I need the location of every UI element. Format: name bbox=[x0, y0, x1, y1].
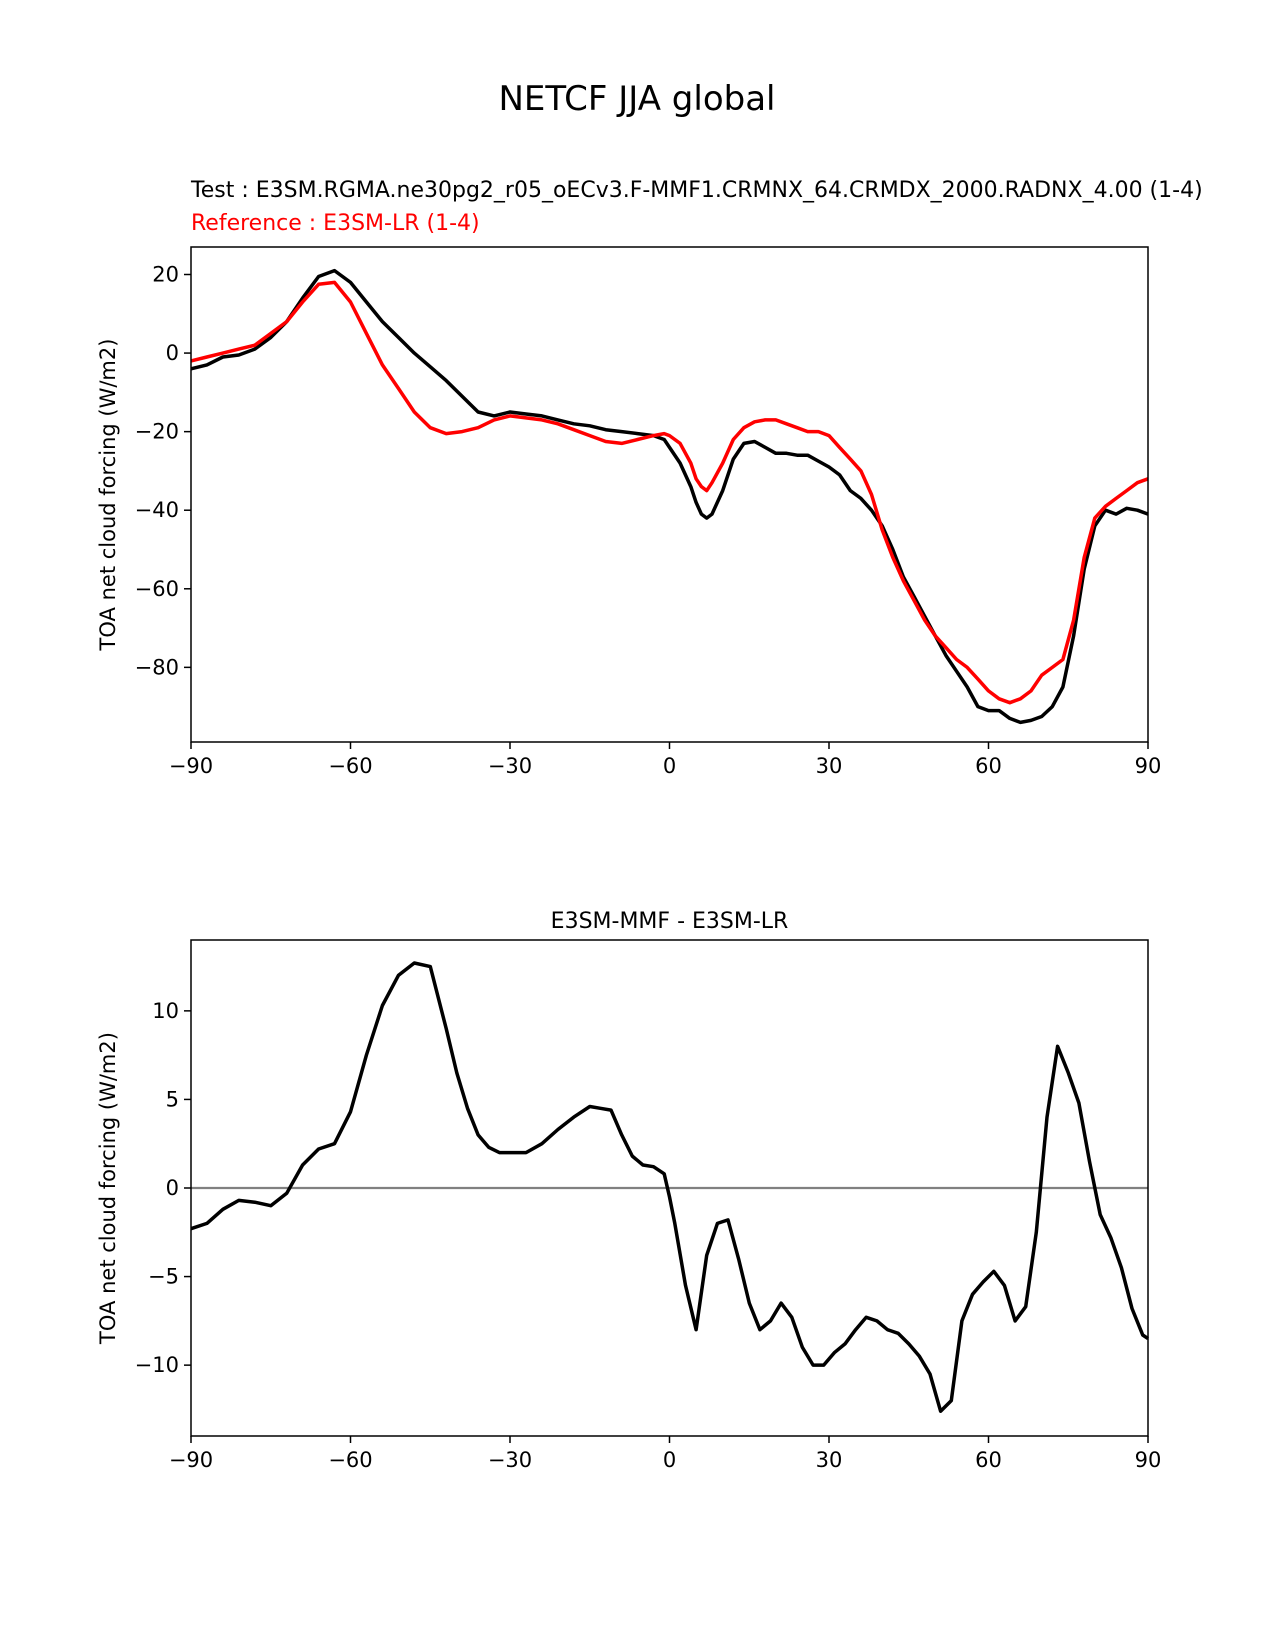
x-tick-label: 90 bbox=[1135, 754, 1162, 778]
figure-title: NETCF JJA global bbox=[498, 79, 775, 119]
y-tick-label: −60 bbox=[135, 577, 179, 601]
y-tick-label: −40 bbox=[135, 498, 179, 522]
x-tick-label: −60 bbox=[328, 1448, 372, 1472]
series-line-test bbox=[190, 268, 1149, 725]
y-tick-label: −10 bbox=[135, 1353, 179, 1377]
y-tick-label: 20 bbox=[152, 263, 179, 287]
series-line-reference bbox=[190, 280, 1149, 705]
difference-chart: −90 −60 −30 0 30 60 90 10 5 0 −5 −10 TOA net cloud f… bbox=[96, 909, 1161, 1472]
x-tick-label: 60 bbox=[975, 754, 1002, 778]
y-tick-label: −80 bbox=[135, 655, 179, 679]
x-tick-label: 30 bbox=[816, 754, 843, 778]
plot-frame bbox=[190, 246, 1149, 743]
x-tick-label: −30 bbox=[488, 754, 532, 778]
difference-chart-title: E3SM-MMF - E3SM-LR bbox=[551, 909, 789, 934]
x-tick-label: −30 bbox=[488, 1448, 532, 1472]
y-axis-label: TOA net cloud forcing (W/m2) bbox=[96, 339, 120, 652]
x-tick-label: 30 bbox=[816, 1448, 843, 1472]
x-tick-label: −90 bbox=[169, 754, 213, 778]
test-label: Test : E3SM.RGMA.ne30pg2_r05_oECv3.F-MMF… bbox=[190, 178, 1203, 203]
y-tick-label: 0 bbox=[166, 341, 179, 365]
y-tick-label: 5 bbox=[166, 1087, 179, 1111]
y-axis-label: TOA net cloud forcing (W/m2) bbox=[96, 1032, 120, 1345]
top-chart: −90 −60 −30 0 30 60 90 20 0 −20 −40 −60 −80 TOA net c… bbox=[96, 178, 1203, 778]
y-tick-label: 0 bbox=[166, 1176, 179, 1200]
y-tick-label: −20 bbox=[135, 420, 179, 444]
x-tick-label: 0 bbox=[663, 754, 676, 778]
x-tick-label: −60 bbox=[328, 754, 372, 778]
x-tick-label: 90 bbox=[1135, 1448, 1162, 1472]
x-tick-label: 60 bbox=[975, 1448, 1002, 1472]
reference-label: Reference : E3SM-LR (1-4) bbox=[191, 211, 480, 236]
x-tick-label: −90 bbox=[169, 1448, 213, 1472]
y-tick-label: 10 bbox=[152, 999, 179, 1023]
series-line-difference bbox=[190, 961, 1149, 1413]
y-tick-label: −5 bbox=[148, 1265, 179, 1289]
x-tick-label: 0 bbox=[663, 1448, 676, 1472]
